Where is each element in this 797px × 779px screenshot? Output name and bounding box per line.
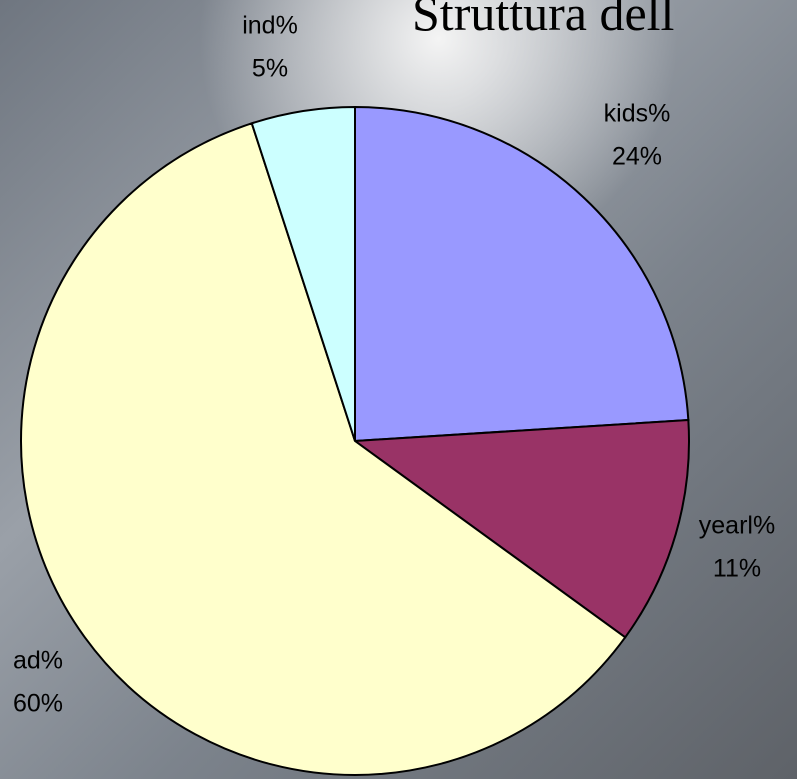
slice-category-label: ad% (13, 647, 63, 675)
slice-category-label: kids% (604, 100, 671, 128)
slice-category-label: yearl% (699, 512, 775, 540)
pie-slice (250, 105, 356, 442)
pie-slice (354, 105, 690, 443)
pie-slice (20, 122, 627, 776)
chart-title: Struttura dell (412, 0, 674, 41)
slice-value-label: 24% (612, 143, 662, 171)
labels: kids% 24% yearl% 11% ad% 60% ind% 5% (13, 12, 775, 718)
slice-category-label: ind% (242, 12, 298, 40)
slice-value-label: 5% (252, 55, 288, 83)
slice-value-label: 11% (713, 555, 761, 583)
slice-value-label: 60% (13, 690, 63, 718)
pie-slice (352, 418, 690, 639)
pie (20, 105, 690, 776)
